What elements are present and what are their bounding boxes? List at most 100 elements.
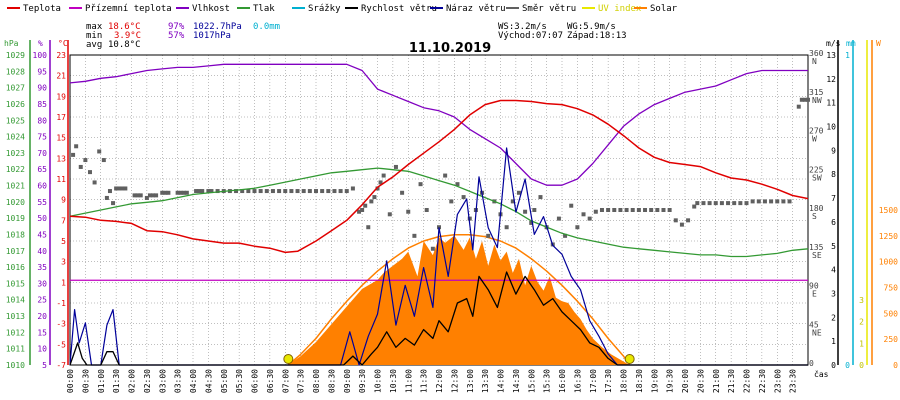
wind-dir-point — [372, 195, 377, 200]
wind-dir-point — [701, 201, 706, 206]
x-axis-tick: 14:30 — [512, 369, 521, 393]
chart-title: 11.10.2019 — [409, 41, 491, 56]
wind-dir-point — [387, 212, 392, 217]
x-axis-tick: 15:30 — [543, 369, 552, 393]
wind-dir-point — [799, 97, 804, 102]
pct-axis-tick: 90 — [37, 84, 47, 93]
pct-axis-tick: 55 — [37, 198, 47, 207]
hpa-axis-tick: 1022 — [6, 165, 25, 174]
wind-dir-point — [151, 193, 156, 198]
wind-dir-point — [101, 158, 106, 163]
wind-gust-line — [69, 147, 808, 366]
stats-min-hum: 57% — [168, 31, 185, 41]
legend-label-0: Teplota — [23, 4, 61, 14]
x-axis-tick: 19:30 — [666, 369, 675, 393]
degc-axis-tick: 23 — [56, 51, 66, 60]
uv-axis-tick: 2 — [859, 318, 864, 327]
x-axis-tick: 21:00 — [712, 369, 721, 393]
stats-max-label: max — [86, 22, 103, 32]
wind-dir-point — [726, 201, 731, 206]
x-axis-tick: 14:00 — [497, 369, 506, 393]
wind-dir-point — [320, 189, 325, 194]
wind-dir-point — [769, 199, 774, 204]
wind-dir-point — [624, 208, 629, 212]
pct-axis-tick: 80 — [37, 116, 47, 125]
wind-dir-point — [781, 199, 786, 204]
legend-label-8: UV index — [598, 4, 642, 14]
info-wg: WG:5.9m/s — [567, 22, 616, 32]
wind-dir-point — [338, 189, 343, 194]
wind-dir-point — [400, 190, 405, 195]
wind-dir-point — [107, 189, 112, 194]
hpa-axis-tick: 1029 — [6, 51, 25, 60]
wind-dir-point — [123, 186, 128, 191]
hpa-axis-tick: 1018 — [6, 230, 25, 239]
wind-dir-point — [606, 208, 611, 212]
dir-axis-label: E — [812, 290, 817, 299]
pct-axis-tick: 50 — [37, 214, 47, 223]
wind-dir-point — [796, 104, 801, 109]
wind-dir-point — [332, 189, 337, 194]
wind-dir-point — [215, 189, 220, 194]
ms-axis-tick: 11 — [826, 99, 836, 108]
wind-dir-point — [430, 246, 435, 251]
wind-dir-point — [114, 186, 119, 191]
wind-dir-point — [120, 186, 125, 191]
ms-axis-tick: 5 — [831, 242, 836, 251]
dir-axis-label: S — [812, 212, 817, 221]
x-axis-tick: 15:00 — [527, 369, 536, 393]
ms-axis-tick: 9 — [831, 146, 836, 155]
pct-axis-tick: 5 — [42, 361, 47, 370]
x-axis-tick: 17:30 — [604, 369, 613, 393]
wind-dir-point — [636, 208, 641, 212]
wind-dir-point — [523, 209, 528, 214]
degc-axis-tick: 1 — [61, 278, 66, 287]
x-axis-tick: 08:30 — [327, 369, 336, 393]
wind-dir-point — [529, 220, 534, 225]
dir-axis-tick: 135 — [809, 243, 824, 252]
wind-dir-point — [92, 180, 97, 185]
ms-axis-tick: 4 — [831, 266, 836, 275]
wind-dir-point — [467, 216, 472, 221]
x-axis-tick: 12:00 — [435, 369, 444, 393]
hpa-axis-tick: 1017 — [6, 247, 25, 256]
degc-axis-tick: 13 — [56, 154, 66, 163]
uv-axis-tick: 1 — [859, 339, 864, 348]
x-axis-tick: 17:00 — [589, 369, 598, 393]
degc-axis-tick: 9 — [61, 196, 66, 205]
hpa-axis-tick: 1016 — [6, 263, 25, 272]
wind-dir-point — [78, 164, 83, 169]
pct-axis-tick: 20 — [37, 312, 47, 321]
unit-w: W — [876, 39, 881, 48]
hpa-axis-tick: 1010 — [6, 361, 25, 370]
wind-dir-point — [295, 189, 300, 194]
x-axis-tick: 10:00 — [374, 369, 383, 393]
wind-dir-point — [630, 208, 635, 212]
wind-dir-point — [775, 199, 780, 204]
x-axis-tick: 05:00 — [220, 369, 229, 393]
legend-label-9: Solar — [650, 4, 678, 14]
wind-dir-point — [135, 193, 140, 198]
wind-dir-point — [246, 189, 251, 194]
solar-max-line — [287, 234, 631, 366]
wind-dir-point — [538, 195, 543, 200]
wind-dir-point — [516, 190, 521, 195]
stats-avg-temp: 10.8°C — [108, 40, 141, 50]
stats-min-press: 1017hPa — [193, 31, 231, 41]
x-axis-tick: 11:30 — [420, 369, 429, 393]
pct-axis-tick: 95 — [37, 67, 47, 76]
x-axis-tick: 09:00 — [343, 369, 352, 393]
x-axis-tick: 13:00 — [466, 369, 475, 393]
wind-dir-point — [593, 209, 598, 214]
degc-axis-tick: 3 — [61, 258, 66, 267]
pct-axis-tick: 60 — [37, 182, 47, 191]
wind-dir-point — [301, 189, 306, 194]
legend-label-4: Srážky — [308, 4, 341, 14]
degc-axis-tick: 19 — [56, 92, 66, 101]
wind-dir-point — [87, 170, 92, 175]
hpa-axis-tick: 1026 — [6, 100, 25, 109]
wind-dir-point — [117, 186, 122, 191]
wind-dir-point — [132, 193, 137, 198]
x-axis-label: čas — [814, 369, 829, 379]
wind-dir-point — [686, 218, 691, 223]
